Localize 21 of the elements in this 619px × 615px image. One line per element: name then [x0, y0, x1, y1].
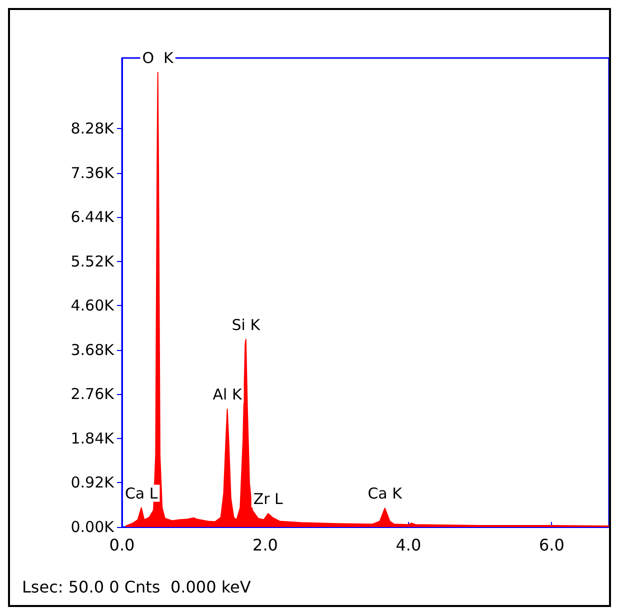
- annotation: Si K: [232, 316, 262, 334]
- y-tick-label: 5.52K: [70, 252, 116, 270]
- annotation: Zr L: [253, 490, 284, 508]
- annotation: Ca K: [368, 484, 404, 503]
- x-tick-label: 2.0: [252, 536, 278, 554]
- y-tick-label: 2.76K: [70, 385, 116, 404]
- annotation: Ca L: [124, 484, 158, 502]
- y-tick-label: 7.36K: [70, 164, 116, 182]
- annotation: O K: [142, 48, 175, 67]
- x-tick-label: 6.0: [538, 536, 564, 554]
- y-tick-label: 4.60K: [70, 296, 116, 315]
- y-tick-label: 1.84K: [70, 429, 116, 448]
- y-tick-label: 0.92K: [70, 474, 116, 492]
- y-tick-label: 6.44K: [70, 208, 116, 226]
- y-tick-label: 8.28K: [70, 120, 116, 138]
- text: Lsec: 50.0 0 Cnts 0.000 keV: [22, 578, 251, 596]
- y-tick-label: 0.00K: [70, 518, 116, 536]
- y-tick-label: 3.68K: [70, 340, 116, 359]
- annotation: Al K: [212, 386, 243, 404]
- x-tick-label: 4.0: [396, 536, 422, 554]
- x-tick-label: 0.0: [109, 536, 135, 554]
